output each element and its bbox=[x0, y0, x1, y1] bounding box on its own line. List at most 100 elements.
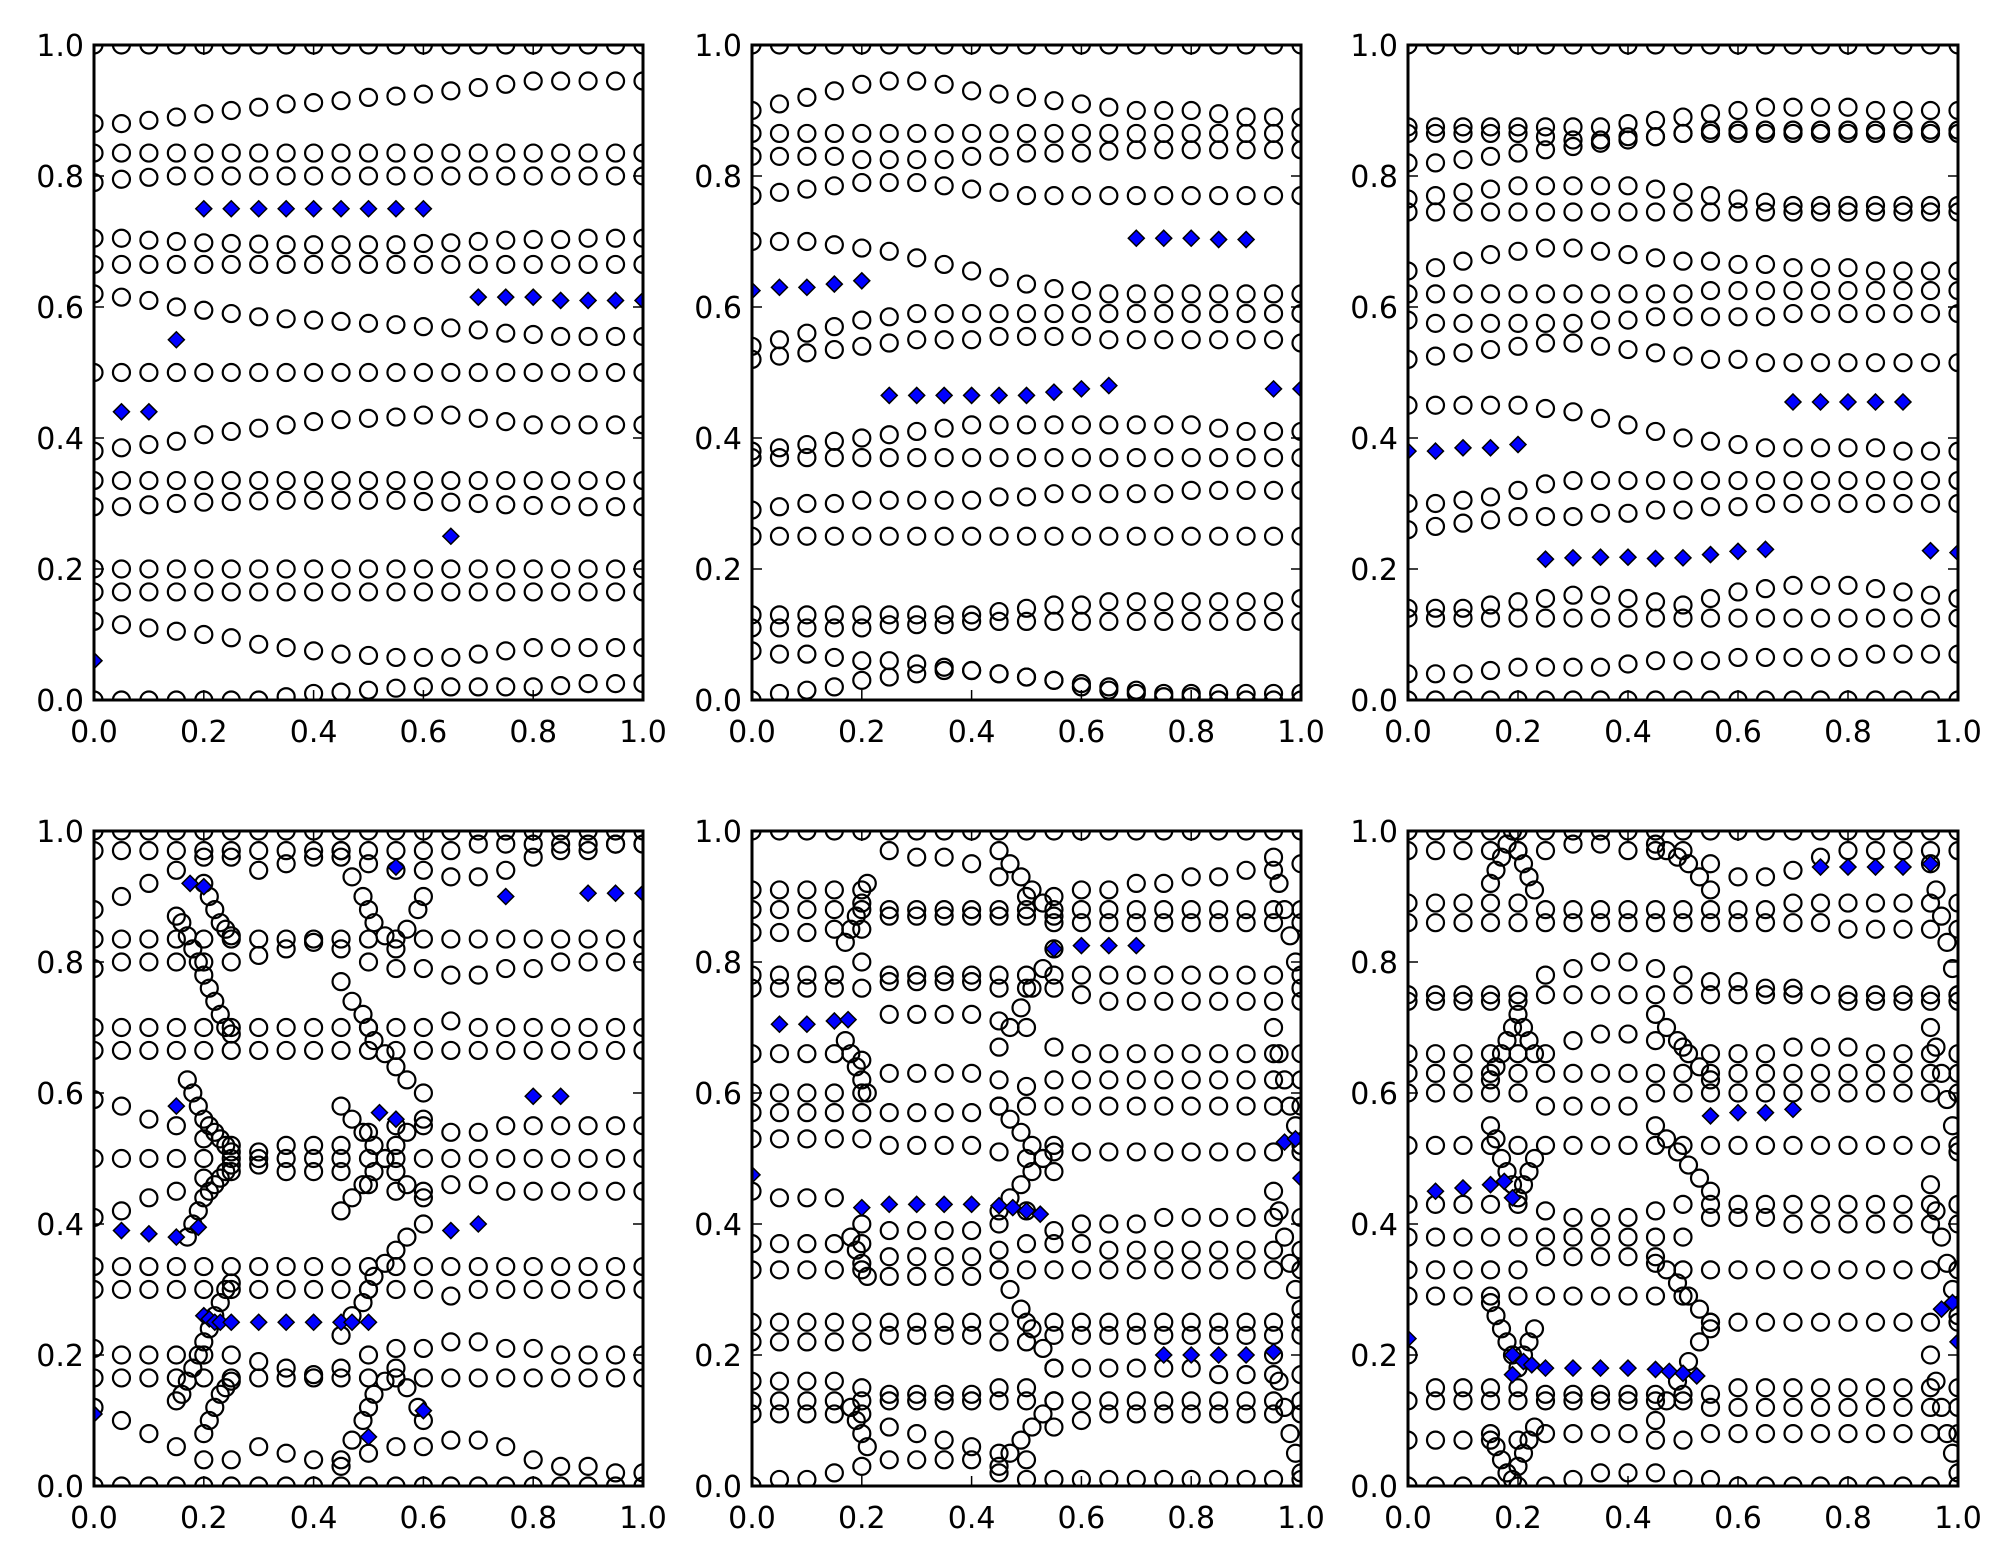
circle-point bbox=[1948, 202, 1958, 222]
circle-point bbox=[879, 150, 899, 170]
circle-point bbox=[1425, 1430, 1446, 1450]
circle-point bbox=[605, 637, 626, 658]
circle-point bbox=[1425, 346, 1446, 366]
circle-point bbox=[441, 1011, 461, 1031]
circle-point bbox=[1700, 1135, 1721, 1156]
diamond-point bbox=[1811, 392, 1830, 412]
circle-point bbox=[386, 1358, 406, 1378]
circle-point bbox=[1126, 186, 1146, 206]
circle-point bbox=[797, 434, 817, 455]
circle-point bbox=[1700, 1070, 1721, 1090]
circle-point bbox=[824, 677, 844, 697]
diamond-point bbox=[825, 275, 844, 294]
circle-point bbox=[364, 1384, 384, 1404]
circle-point bbox=[1618, 470, 1638, 491]
circle-point bbox=[331, 311, 351, 332]
circle-point bbox=[1480, 146, 1501, 166]
circle-point bbox=[1535, 1135, 1556, 1156]
circle-point bbox=[1618, 1135, 1638, 1156]
circle-point bbox=[934, 1103, 954, 1123]
diamond-point bbox=[770, 278, 789, 297]
circle-point bbox=[1810, 985, 1831, 1005]
circle-point bbox=[94, 284, 104, 304]
circle-point bbox=[1033, 958, 1053, 979]
circle-point bbox=[1044, 670, 1064, 690]
circle-point bbox=[386, 958, 406, 979]
circle-point bbox=[1810, 575, 1831, 595]
diamond-point bbox=[551, 1087, 570, 1106]
circle-point bbox=[413, 317, 433, 337]
plot-area bbox=[1408, 45, 1958, 700]
circle-point bbox=[907, 303, 927, 324]
diamond-point bbox=[1536, 1359, 1555, 1378]
circle-point bbox=[342, 1109, 362, 1129]
subplot-top-middle: 0.00.00.20.20.40.40.60.60.80.81.01.0 bbox=[694, 29, 1325, 750]
circle-point bbox=[633, 228, 643, 248]
circle-point bbox=[358, 362, 379, 383]
circle-point bbox=[1071, 1096, 1092, 1116]
circle-point bbox=[358, 1476, 379, 1486]
diamond-point bbox=[579, 291, 598, 310]
circle-point bbox=[1920, 985, 1941, 1005]
circle-point bbox=[216, 1017, 236, 1038]
circle-point bbox=[94, 228, 104, 248]
circle-point bbox=[1236, 965, 1256, 985]
circle-point bbox=[1783, 195, 1803, 216]
circle-point bbox=[1838, 1063, 1858, 1083]
circle-point bbox=[1209, 1365, 1229, 1385]
circle-point bbox=[934, 1312, 954, 1332]
circle-point bbox=[605, 559, 626, 579]
circle-point bbox=[1948, 100, 1958, 121]
circle-point bbox=[1126, 1044, 1146, 1064]
circle-point bbox=[111, 1096, 132, 1116]
circle-point bbox=[824, 235, 844, 255]
circle-point bbox=[1181, 330, 1201, 350]
diamond-point bbox=[1728, 542, 1748, 561]
circle-point bbox=[386, 929, 406, 949]
circle-point bbox=[797, 1188, 817, 1208]
circle-point bbox=[249, 1476, 269, 1486]
circle-point bbox=[1044, 186, 1064, 206]
circle-point bbox=[205, 991, 225, 1011]
circle-point bbox=[166, 470, 186, 491]
circle-point bbox=[1893, 493, 1913, 514]
circle-point bbox=[578, 45, 598, 55]
circle-point bbox=[824, 176, 844, 196]
circle-point bbox=[852, 670, 872, 690]
diamond-point bbox=[1291, 1169, 1301, 1188]
circle-point bbox=[1728, 202, 1748, 222]
circle-point bbox=[551, 470, 571, 491]
circle-point bbox=[413, 886, 433, 907]
circle-point bbox=[1126, 1096, 1146, 1116]
circle-point bbox=[752, 641, 762, 661]
circle-point bbox=[1453, 1430, 1473, 1450]
circle-point bbox=[879, 667, 899, 687]
x-tick-label: 0.4 bbox=[1604, 1501, 1652, 1536]
circle-point bbox=[413, 1214, 433, 1234]
circle-point bbox=[364, 1266, 384, 1287]
circle-point bbox=[1453, 45, 1473, 55]
circle-series bbox=[752, 831, 1301, 1486]
circle-point bbox=[94, 1040, 104, 1061]
circle-point bbox=[1893, 608, 1913, 628]
circle-point bbox=[221, 1017, 241, 1038]
circle-point bbox=[1700, 1423, 1721, 1444]
circle-point bbox=[846, 1240, 866, 1260]
circle-point bbox=[221, 233, 241, 254]
circle-point bbox=[1618, 588, 1638, 609]
circle-point bbox=[752, 978, 762, 998]
circle-point bbox=[907, 1423, 927, 1444]
circle-point bbox=[1810, 303, 1831, 324]
circle-point bbox=[276, 1040, 296, 1061]
circle-point bbox=[1893, 1063, 1913, 1083]
circle-point bbox=[769, 94, 790, 114]
circle-point bbox=[468, 1368, 488, 1388]
circle-point bbox=[551, 71, 571, 91]
circle-point bbox=[1209, 611, 1229, 632]
circle-point bbox=[166, 431, 186, 451]
circle-point bbox=[1645, 470, 1666, 491]
circle-point bbox=[1453, 1044, 1473, 1064]
circle-point bbox=[1291, 1142, 1301, 1162]
circle-point bbox=[1154, 913, 1174, 933]
circle-point bbox=[1618, 415, 1638, 435]
